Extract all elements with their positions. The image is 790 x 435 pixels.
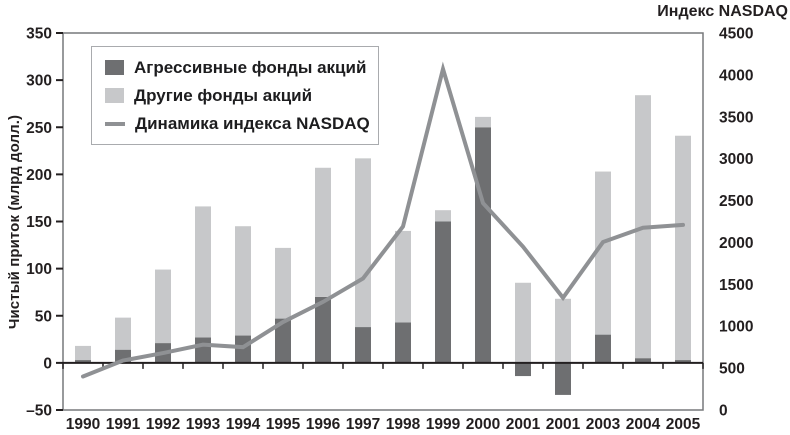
x-axis-year-label: 2003 bbox=[586, 416, 621, 433]
x-axis-year-label: 1999 bbox=[426, 416, 461, 433]
right-axis-tick-label: 3500 bbox=[719, 109, 753, 126]
right-axis-tick-label: 2000 bbox=[719, 235, 753, 252]
legend-item-other-funds: Другие фонды акций bbox=[105, 86, 378, 106]
bar-other-funds bbox=[475, 116, 491, 128]
left-axis-tick-label: 200 bbox=[26, 167, 52, 184]
bar-other-funds bbox=[555, 298, 571, 363]
bar-aggressive-funds bbox=[355, 327, 371, 363]
bar-aggressive-funds bbox=[435, 221, 451, 363]
bar-aggressive-funds bbox=[395, 322, 411, 363]
bar-aggressive-funds bbox=[515, 362, 531, 377]
bar-aggressive-funds bbox=[235, 335, 251, 363]
right-axis-tick-label: 2500 bbox=[719, 193, 753, 210]
left-axis-tick-label: 50 bbox=[35, 308, 52, 325]
right-axis-tick-label: 1000 bbox=[719, 319, 753, 336]
x-axis-year-label: 2001 bbox=[546, 416, 581, 433]
bar-other-funds bbox=[595, 171, 611, 335]
bar-aggressive-funds bbox=[635, 358, 651, 363]
left-axis-tick-label: 250 bbox=[26, 120, 52, 137]
bar-other-funds bbox=[115, 317, 131, 350]
x-axis-year-label: 1998 bbox=[386, 416, 421, 433]
bar-other-funds bbox=[315, 167, 331, 297]
bar-aggressive-funds bbox=[195, 337, 211, 363]
legend-label: Агрессивные фонды акций bbox=[134, 57, 367, 77]
x-axis-year-label: 1991 bbox=[106, 416, 141, 433]
x-axis-year-label: 2001 bbox=[506, 416, 541, 433]
legend-item-nasdaq-line: Динамика индекса NASDAQ bbox=[105, 114, 378, 134]
bar-other-funds bbox=[195, 206, 211, 338]
left-axis-tick-label: 300 bbox=[26, 73, 52, 90]
bar-other-funds bbox=[75, 345, 91, 361]
bar-aggressive-funds bbox=[75, 360, 91, 363]
right-axis-tick-label: 3000 bbox=[719, 151, 753, 168]
legend-item-aggressive-funds: Агрессивные фонды акций bbox=[105, 58, 378, 78]
bar-aggressive-funds bbox=[275, 318, 291, 363]
left-axis-tick-label: 150 bbox=[26, 214, 52, 231]
bar-aggressive-funds bbox=[475, 127, 491, 363]
bar-other-funds bbox=[435, 210, 451, 222]
nasdaq-index-line bbox=[81, 61, 685, 379]
right-axis-tick-label: 4500 bbox=[719, 26, 753, 43]
bar-other-funds bbox=[355, 158, 371, 328]
x-axis-year-label: 1990 bbox=[66, 416, 100, 433]
right-axis-tick-label: 500 bbox=[719, 361, 745, 378]
legend-label: Другие фонды акций bbox=[134, 85, 313, 105]
other-funds-swatch-icon bbox=[105, 88, 124, 103]
bar-aggressive-funds bbox=[675, 360, 691, 363]
right-axis-tick-label: 0 bbox=[719, 403, 728, 420]
bar-other-funds bbox=[275, 247, 291, 319]
bar-aggressive-funds bbox=[315, 296, 331, 363]
left-axis-tick-label: 350 bbox=[26, 26, 52, 43]
bar-other-funds bbox=[235, 226, 251, 336]
x-axis-year-label: 1996 bbox=[306, 416, 341, 433]
chart-legend: Агрессивные фонды акций Другие фонды акц… bbox=[91, 46, 379, 145]
x-axis-year-label: 2005 bbox=[666, 416, 701, 433]
x-axis-year-label: 2004 bbox=[626, 416, 661, 433]
left-axis-tick-label: –50 bbox=[26, 403, 52, 420]
bar-aggressive-funds bbox=[595, 334, 611, 363]
bar-aggressive-funds bbox=[555, 362, 571, 395]
x-axis-year-label: 1995 bbox=[266, 416, 301, 433]
right-axis-title: Индекс NASDAQ bbox=[657, 3, 788, 20]
x-axis-year-label: 1994 bbox=[226, 416, 261, 433]
right-axis-tick-label: 4000 bbox=[719, 67, 753, 84]
x-axis-year-label: 2000 bbox=[466, 416, 500, 433]
bar-other-funds bbox=[675, 135, 691, 361]
left-axis-tick-label: 100 bbox=[26, 261, 52, 278]
x-axis-year-label: 1992 bbox=[146, 416, 180, 433]
legend-label: Динамика индекса NASDAQ bbox=[135, 113, 370, 133]
aggressive-funds-swatch-icon bbox=[105, 60, 124, 75]
x-axis-year-label: 1993 bbox=[186, 416, 221, 433]
bar-other-funds bbox=[515, 282, 531, 363]
bar-other-funds bbox=[395, 230, 411, 323]
left-axis-tick-label: 0 bbox=[43, 355, 52, 372]
nasdaq-line-swatch-icon bbox=[105, 121, 125, 126]
x-axis-year-label: 1997 bbox=[346, 416, 380, 433]
right-axis-tick-label: 1500 bbox=[719, 277, 753, 294]
bar-other-funds bbox=[155, 269, 171, 344]
